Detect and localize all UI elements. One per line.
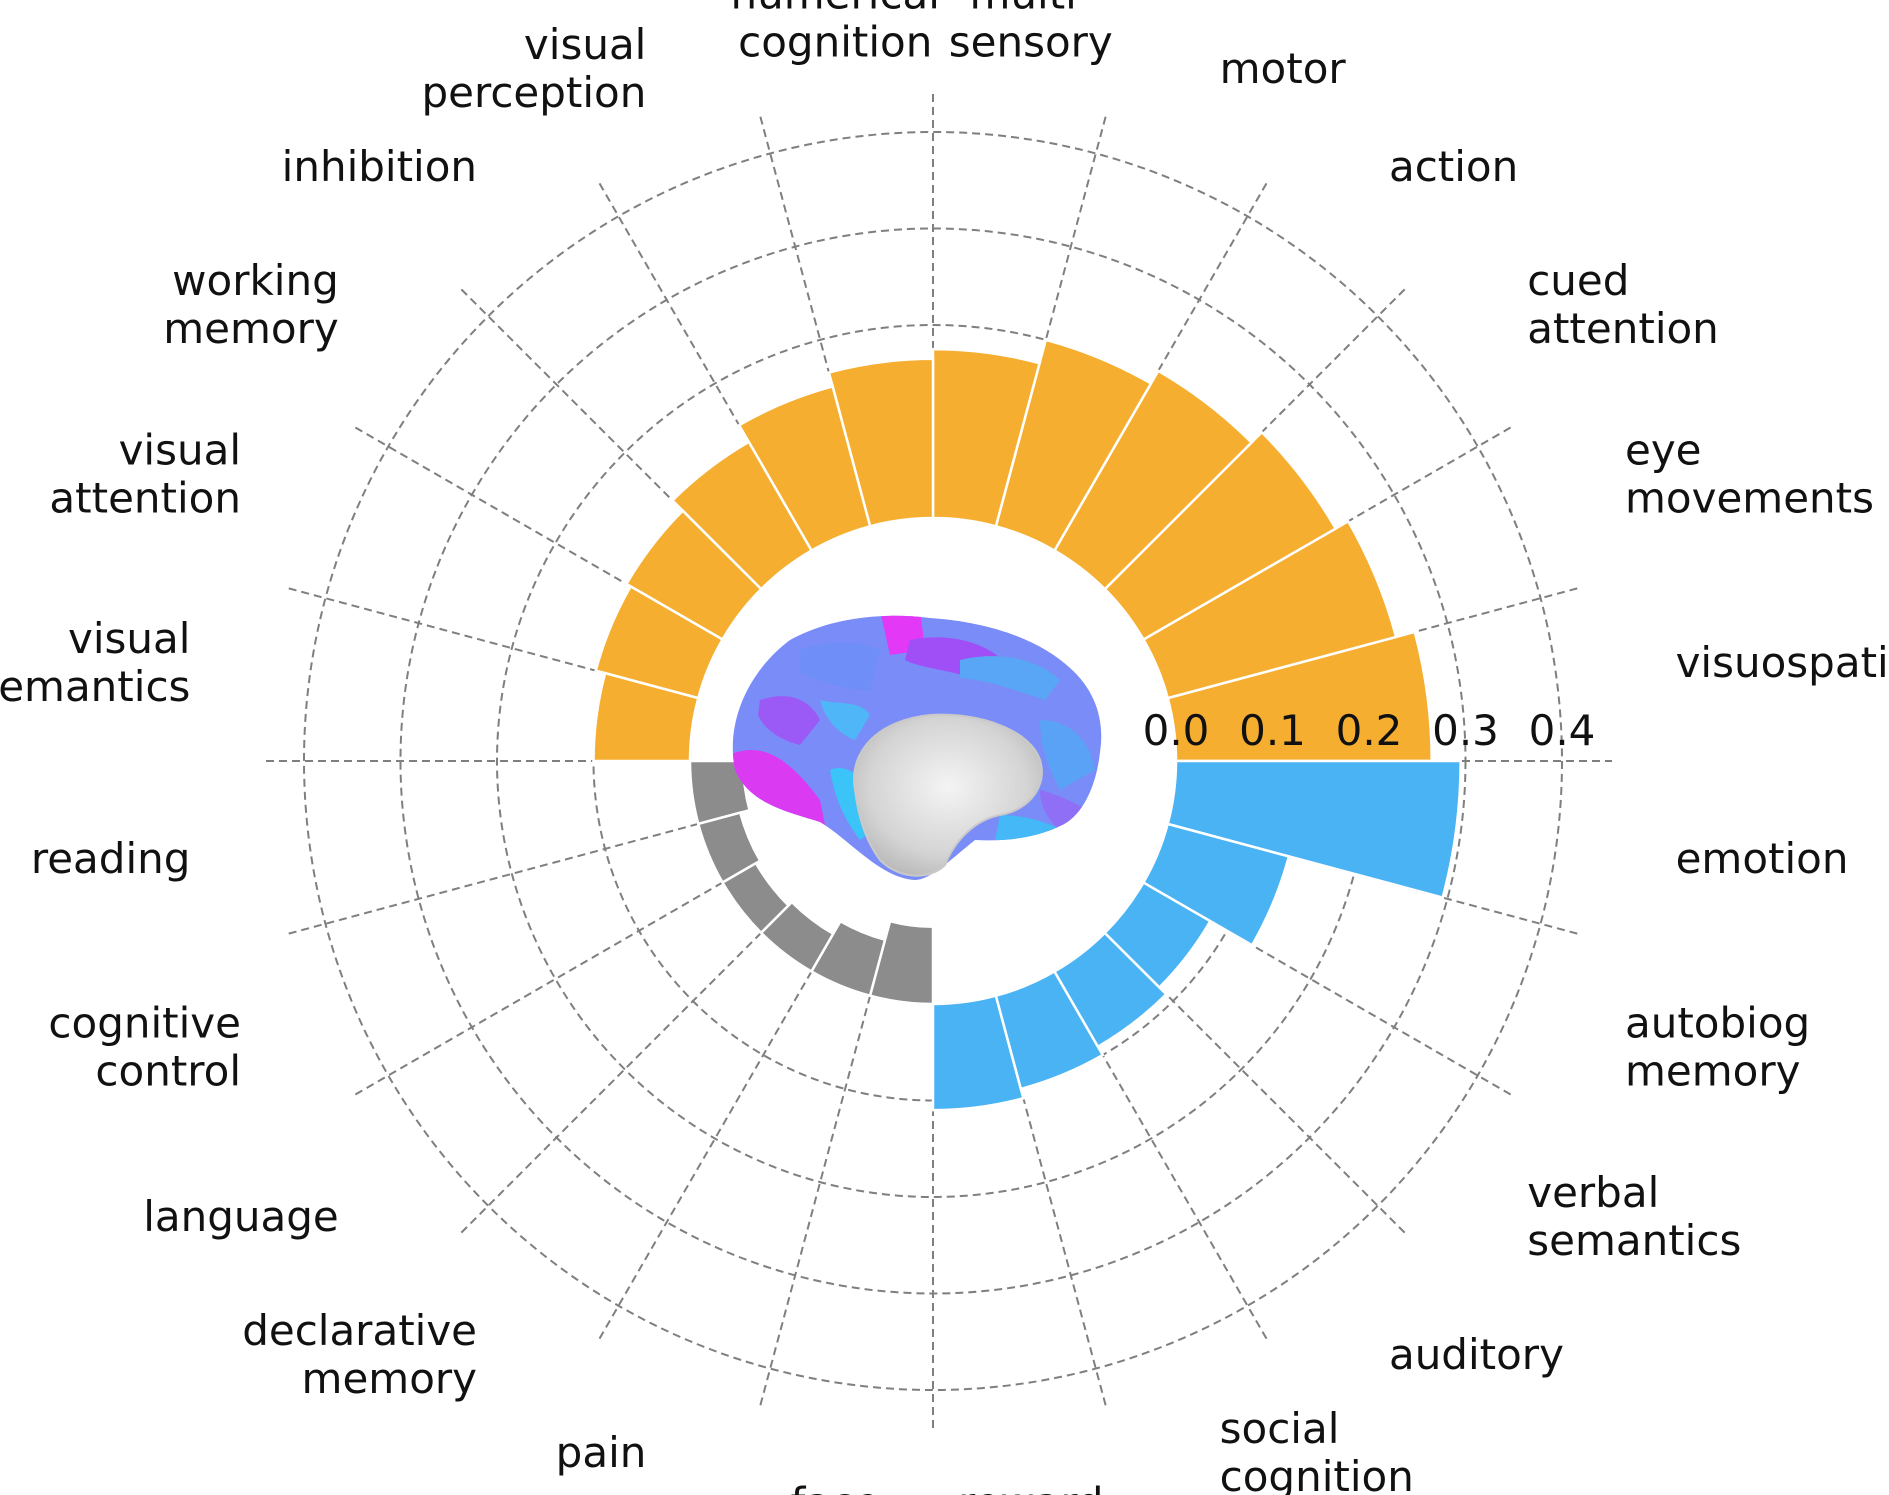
bar-11 <box>592 671 700 763</box>
category-label-17: face <box>791 1479 880 1495</box>
category-label-21: verbal semantics <box>1527 1168 1741 1265</box>
radial-tick-4: 0.4 <box>1529 706 1596 755</box>
brain-image <box>732 615 1102 880</box>
category-label-22: autobiog memory <box>1625 999 1810 1096</box>
bar-4 <box>994 338 1153 553</box>
bar-13 <box>696 811 762 885</box>
grid-spoke-16 <box>597 970 813 1341</box>
category-label-0: visuospatial <box>1676 638 1889 687</box>
bar-1 <box>1141 519 1398 700</box>
category-label-19: social cognition <box>1220 1404 1414 1495</box>
category-label-20: auditory <box>1389 1330 1564 1379</box>
category-label-2: cued attention <box>1527 256 1719 353</box>
category-label-13: cognitive control <box>48 999 241 1096</box>
category-label-12: reading <box>31 834 191 883</box>
category-label-11: visualsemantics <box>0 614 190 711</box>
category-label-3: action <box>1389 142 1518 191</box>
bars-layer <box>592 338 1462 1112</box>
category-label-15: declarative memory <box>242 1306 477 1403</box>
category-label-6: numericalcognition <box>731 0 940 66</box>
category-label-23: emotion <box>1676 834 1849 883</box>
category-label-18: reward <box>958 1479 1103 1495</box>
grid-spoke-17 <box>758 995 872 1408</box>
category-label-4: motor <box>1220 44 1347 93</box>
bar-23 <box>1166 759 1462 900</box>
grid-spoke-15 <box>459 932 762 1235</box>
grid-spoke-13 <box>286 822 699 936</box>
category-label-14: language <box>143 1192 339 1241</box>
bar-8 <box>670 440 814 591</box>
bar-3 <box>1052 369 1254 591</box>
radial-tick-2: 0.2 <box>1336 706 1403 755</box>
grid-ring-4 <box>303 131 1563 1391</box>
category-label-9: working memory <box>163 256 339 353</box>
bar-5 <box>931 347 1042 528</box>
category-label-1: eye movements <box>1625 425 1874 522</box>
bar-7 <box>737 384 872 553</box>
radial-tick-1: 0.1 <box>1239 706 1306 755</box>
radial-tick-3: 0.3 <box>1432 706 1499 755</box>
radial-tick-0: 0.0 <box>1143 706 1210 755</box>
category-label-7: visual perception <box>421 20 646 117</box>
category-label-16: pain <box>556 1428 647 1477</box>
bar-6 <box>827 357 935 528</box>
category-label-10: visual attention <box>49 425 241 522</box>
bar-17 <box>868 919 935 1006</box>
bar-2 <box>1103 430 1338 642</box>
category-label-5: multi-sensory <box>949 0 1113 66</box>
bar-0 <box>1166 630 1433 763</box>
category-label-8: inhibition <box>282 142 477 191</box>
grid-spoke-14 <box>353 881 724 1097</box>
